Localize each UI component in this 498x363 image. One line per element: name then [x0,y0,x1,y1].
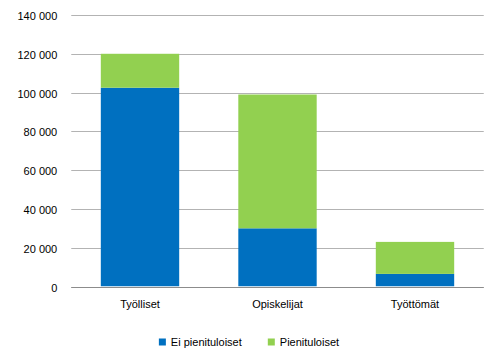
x-axis-line [71,287,484,288]
y-tick-label: 140 000 [17,10,57,22]
x-tick-label: Työttömät [391,298,439,310]
grid-line [71,15,484,16]
x-tick-label: Työlliset [120,298,160,310]
legend-label: Ei pienituloiset [171,336,242,348]
bar [101,54,179,88]
y-tick-label: 20 000 [24,243,58,255]
legend-swatch [268,339,275,346]
y-tick-label: 120 000 [17,49,57,61]
y-tick-label: 100 000 [17,88,57,100]
y-tick-label: 0 [51,282,57,294]
chart-svg: 0 20 000 40 000 60 000 80 000 100 000 120 000 1… [0,0,498,363]
chart-container: 0 20 000 40 000 60 000 80 000 100 000 120 000 1… [0,0,498,363]
x-tick-label: Opiskelijat [252,298,303,310]
bar [101,88,179,287]
legend-swatch [159,339,166,346]
bar [376,274,454,287]
legend: Ei pienituloiset Pienituloiset [159,336,339,348]
grid-line [71,287,484,288]
y-tick-label: 40 000 [24,204,58,216]
legend-label: Pienituloiset [280,336,339,348]
y-tick-label: 80 000 [24,126,58,138]
bar [238,95,316,229]
bars [101,54,454,287]
y-tick-label: 60 000 [24,165,58,177]
bar [376,242,454,274]
bar [238,228,316,286]
